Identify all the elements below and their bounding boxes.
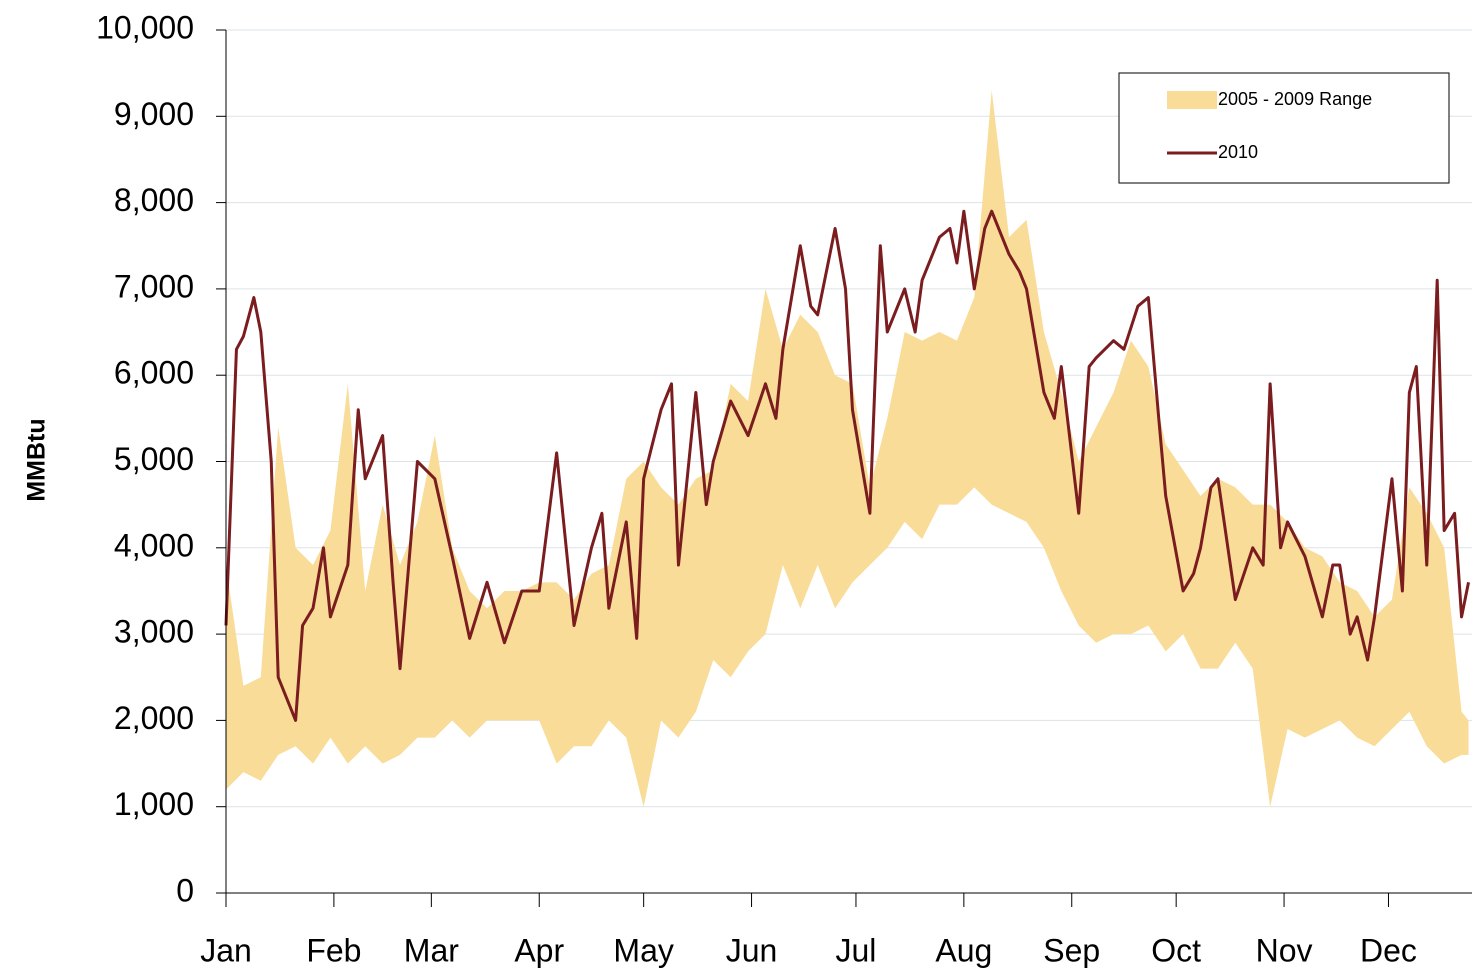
x-tick-label: Sep	[1043, 932, 1100, 968]
x-tick-label: Apr	[514, 932, 564, 968]
y-tick-label: 6,000	[114, 355, 194, 391]
x-tick-label: Aug	[935, 932, 992, 968]
x-tick-label: Jul	[836, 932, 877, 968]
x-tick-label: Mar	[404, 932, 459, 968]
y-tick-label: 0	[176, 872, 194, 908]
x-tick-label: Feb	[306, 932, 361, 968]
plot-data	[224, 90, 1470, 807]
y-tick-label: 7,000	[114, 268, 194, 304]
y-tick-label: 3,000	[114, 614, 194, 650]
y-tick-label: 4,000	[114, 527, 194, 563]
y-tick-label: 2,000	[114, 700, 194, 736]
y-tick-label: 9,000	[114, 96, 194, 132]
x-tick-label: Jun	[726, 932, 778, 968]
line	[224, 209, 1470, 722]
y-axis-label: MMBtu	[23, 418, 51, 501]
y-tick-label: 8,000	[114, 182, 194, 218]
y-tick-label: 5,000	[114, 441, 194, 477]
y-tick-label: 10,000	[96, 9, 194, 45]
legend-label: 2010	[1218, 142, 1258, 162]
y-tick-label: 1,000	[114, 786, 194, 822]
x-tick-label: Oct	[1151, 932, 1201, 968]
x-tick-label: Jan	[200, 932, 252, 968]
legend-label: 2005 - 2009 Range	[1218, 89, 1372, 109]
x-tick-label: Nov	[1256, 932, 1313, 968]
x-tick-label: May	[613, 932, 673, 968]
x-tick-label: Dec	[1360, 932, 1417, 968]
range-area	[226, 90, 1469, 807]
legend-swatch	[1167, 91, 1217, 109]
